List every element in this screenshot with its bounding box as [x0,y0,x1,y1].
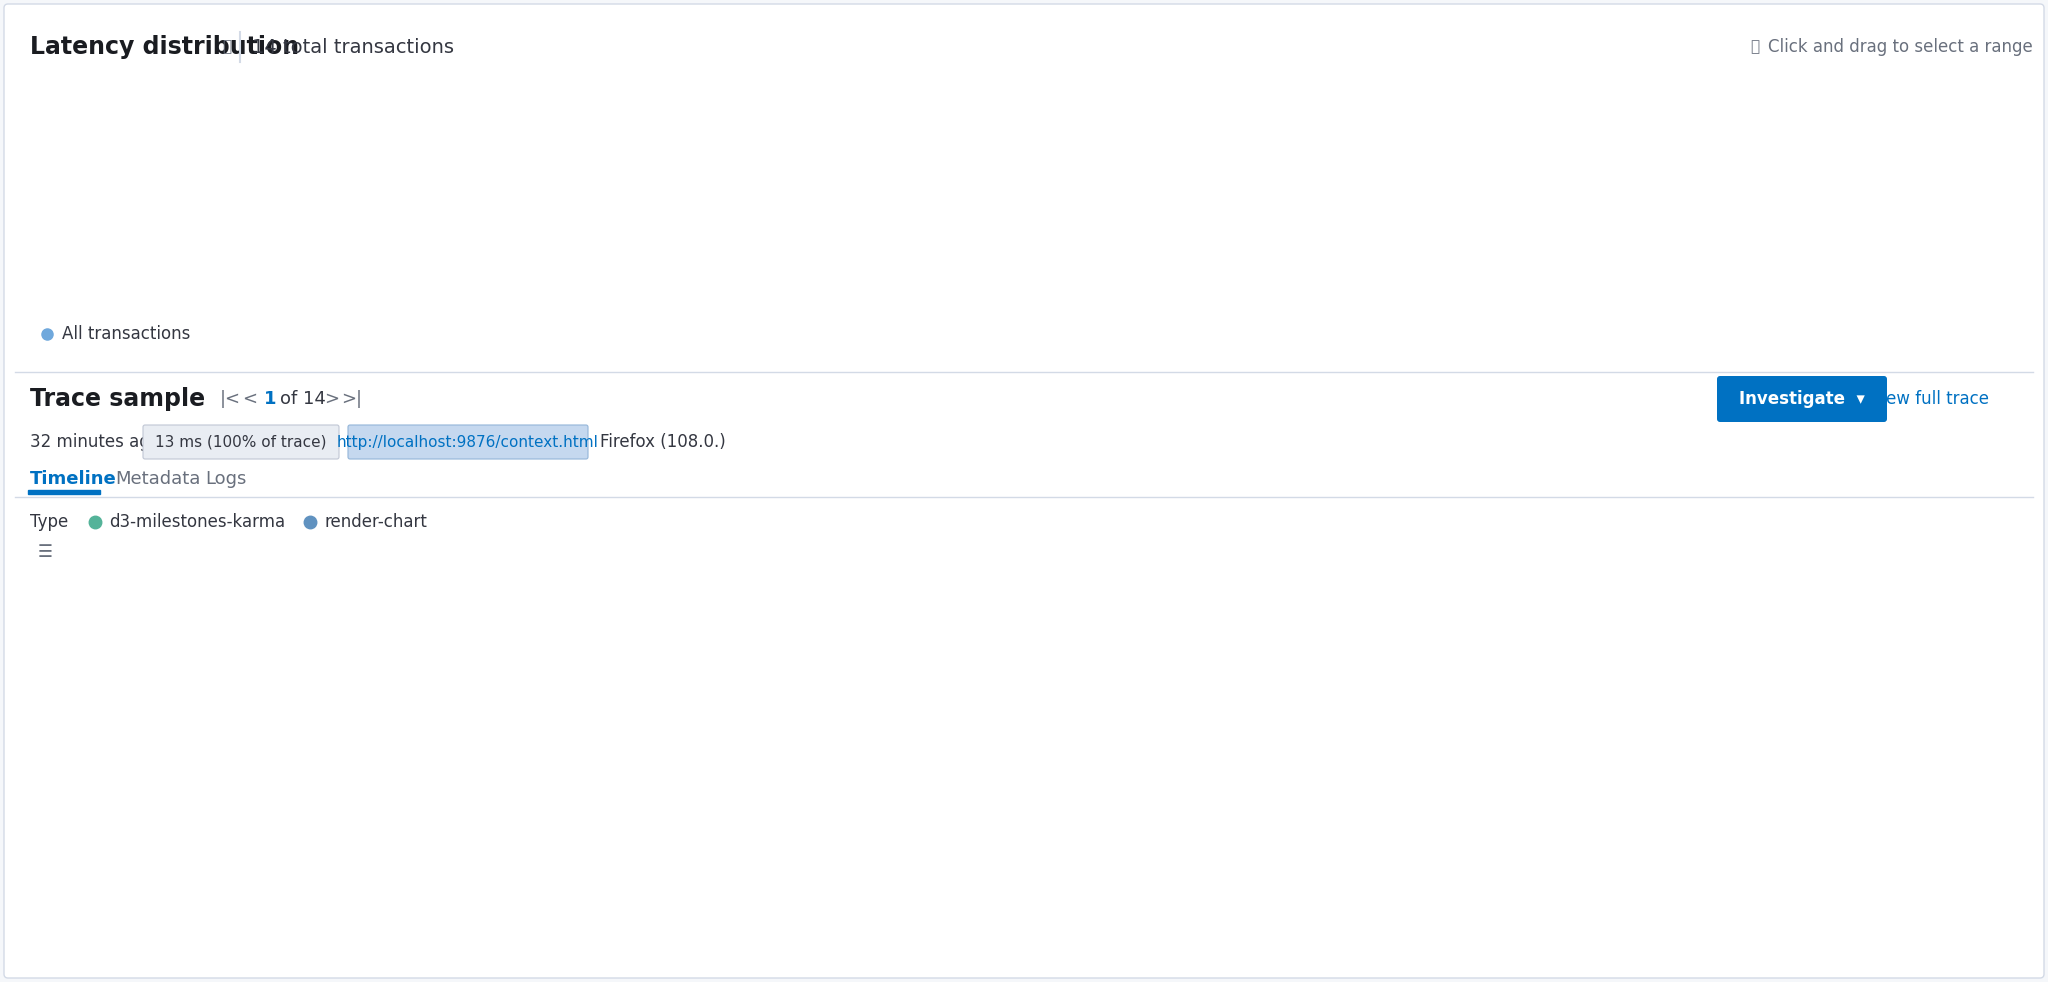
Bar [758,235,766,982]
Bar [156,235,164,982]
Text: >|: >| [342,390,362,408]
Text: 13 ms (100% of trace): 13 ms (100% of trace) [156,434,328,450]
Text: ⊕ d3-milestones/karma: ⊕ d3-milestones/karma [98,678,276,692]
Bar [76,560,2023,708]
Text: 13 ms: 13 ms [1962,511,2023,528]
Text: Click and drag to select a range: Click and drag to select a range [1767,38,2034,56]
Text: Logs: Logs [205,470,246,488]
Text: |<: |< [219,390,242,408]
Text: Timeline: Timeline [31,470,117,488]
Text: d3-milestones-karma: d3-milestones-karma [109,513,285,531]
Text: >: > [324,390,340,408]
Text: Trace sample: Trace sample [31,387,205,411]
Text: ⓘ: ⓘ [1749,39,1759,54]
Text: 13 ms: 13 ms [1960,678,2007,692]
Bar [211,235,221,982]
Text: of: of [281,390,297,408]
Text: 14: 14 [303,390,326,408]
FancyBboxPatch shape [143,425,340,459]
Text: should render a minimal milestones chart with attached events: should render a minimal milestones chart… [166,884,651,899]
Text: Investigate  ▾: Investigate ▾ [1739,390,1866,408]
Bar [76,716,2023,934]
FancyBboxPatch shape [4,4,2044,978]
Text: All transactions: All transactions [61,325,190,343]
Bar [150,774,2023,845]
Text: Type: Type [31,513,68,531]
Text: 95p: 95p [1563,99,1589,113]
Text: ☰: ☰ [39,543,53,561]
Text: Firefox (108.0.): Firefox (108.0.) [600,433,725,451]
Text: ⓘ: ⓘ [221,39,231,54]
Bar [137,235,145,982]
Bar [29,490,100,494]
Bar [1511,235,1520,982]
Text: http://localhost:9876/context.html: http://localhost:9876/context.html [338,434,598,450]
Bar [231,235,240,982]
Bar [250,235,258,982]
FancyBboxPatch shape [1716,376,1886,422]
Text: <: < [242,390,256,408]
Text: Latency distribution: Latency distribution [31,35,299,59]
Text: 1: 1 [264,390,276,408]
Bar [76,591,2023,661]
Text: 32 minutes ago: 32 minutes ago [31,433,160,451]
Text: 1: 1 [25,619,33,633]
Text: 13 ms: 13 ms [1960,884,2007,899]
Text: render-chart: render-chart [324,513,426,531]
Text: ∨: ∨ [59,620,68,632]
Text: Current sample: Current sample [201,341,307,355]
Y-axis label: Transactions: Transactions [43,148,57,236]
Text: 📋  View full trace: 📋 View full trace [1851,390,1989,408]
FancyBboxPatch shape [348,425,588,459]
Bar [193,235,201,982]
Bar [1698,235,1708,982]
X-axis label: Latency: Latency [1012,336,1085,355]
Bar [98,177,106,982]
Text: 14 total transactions: 14 total transactions [252,37,455,57]
Text: Metadata: Metadata [115,470,201,488]
Bar [268,235,276,982]
